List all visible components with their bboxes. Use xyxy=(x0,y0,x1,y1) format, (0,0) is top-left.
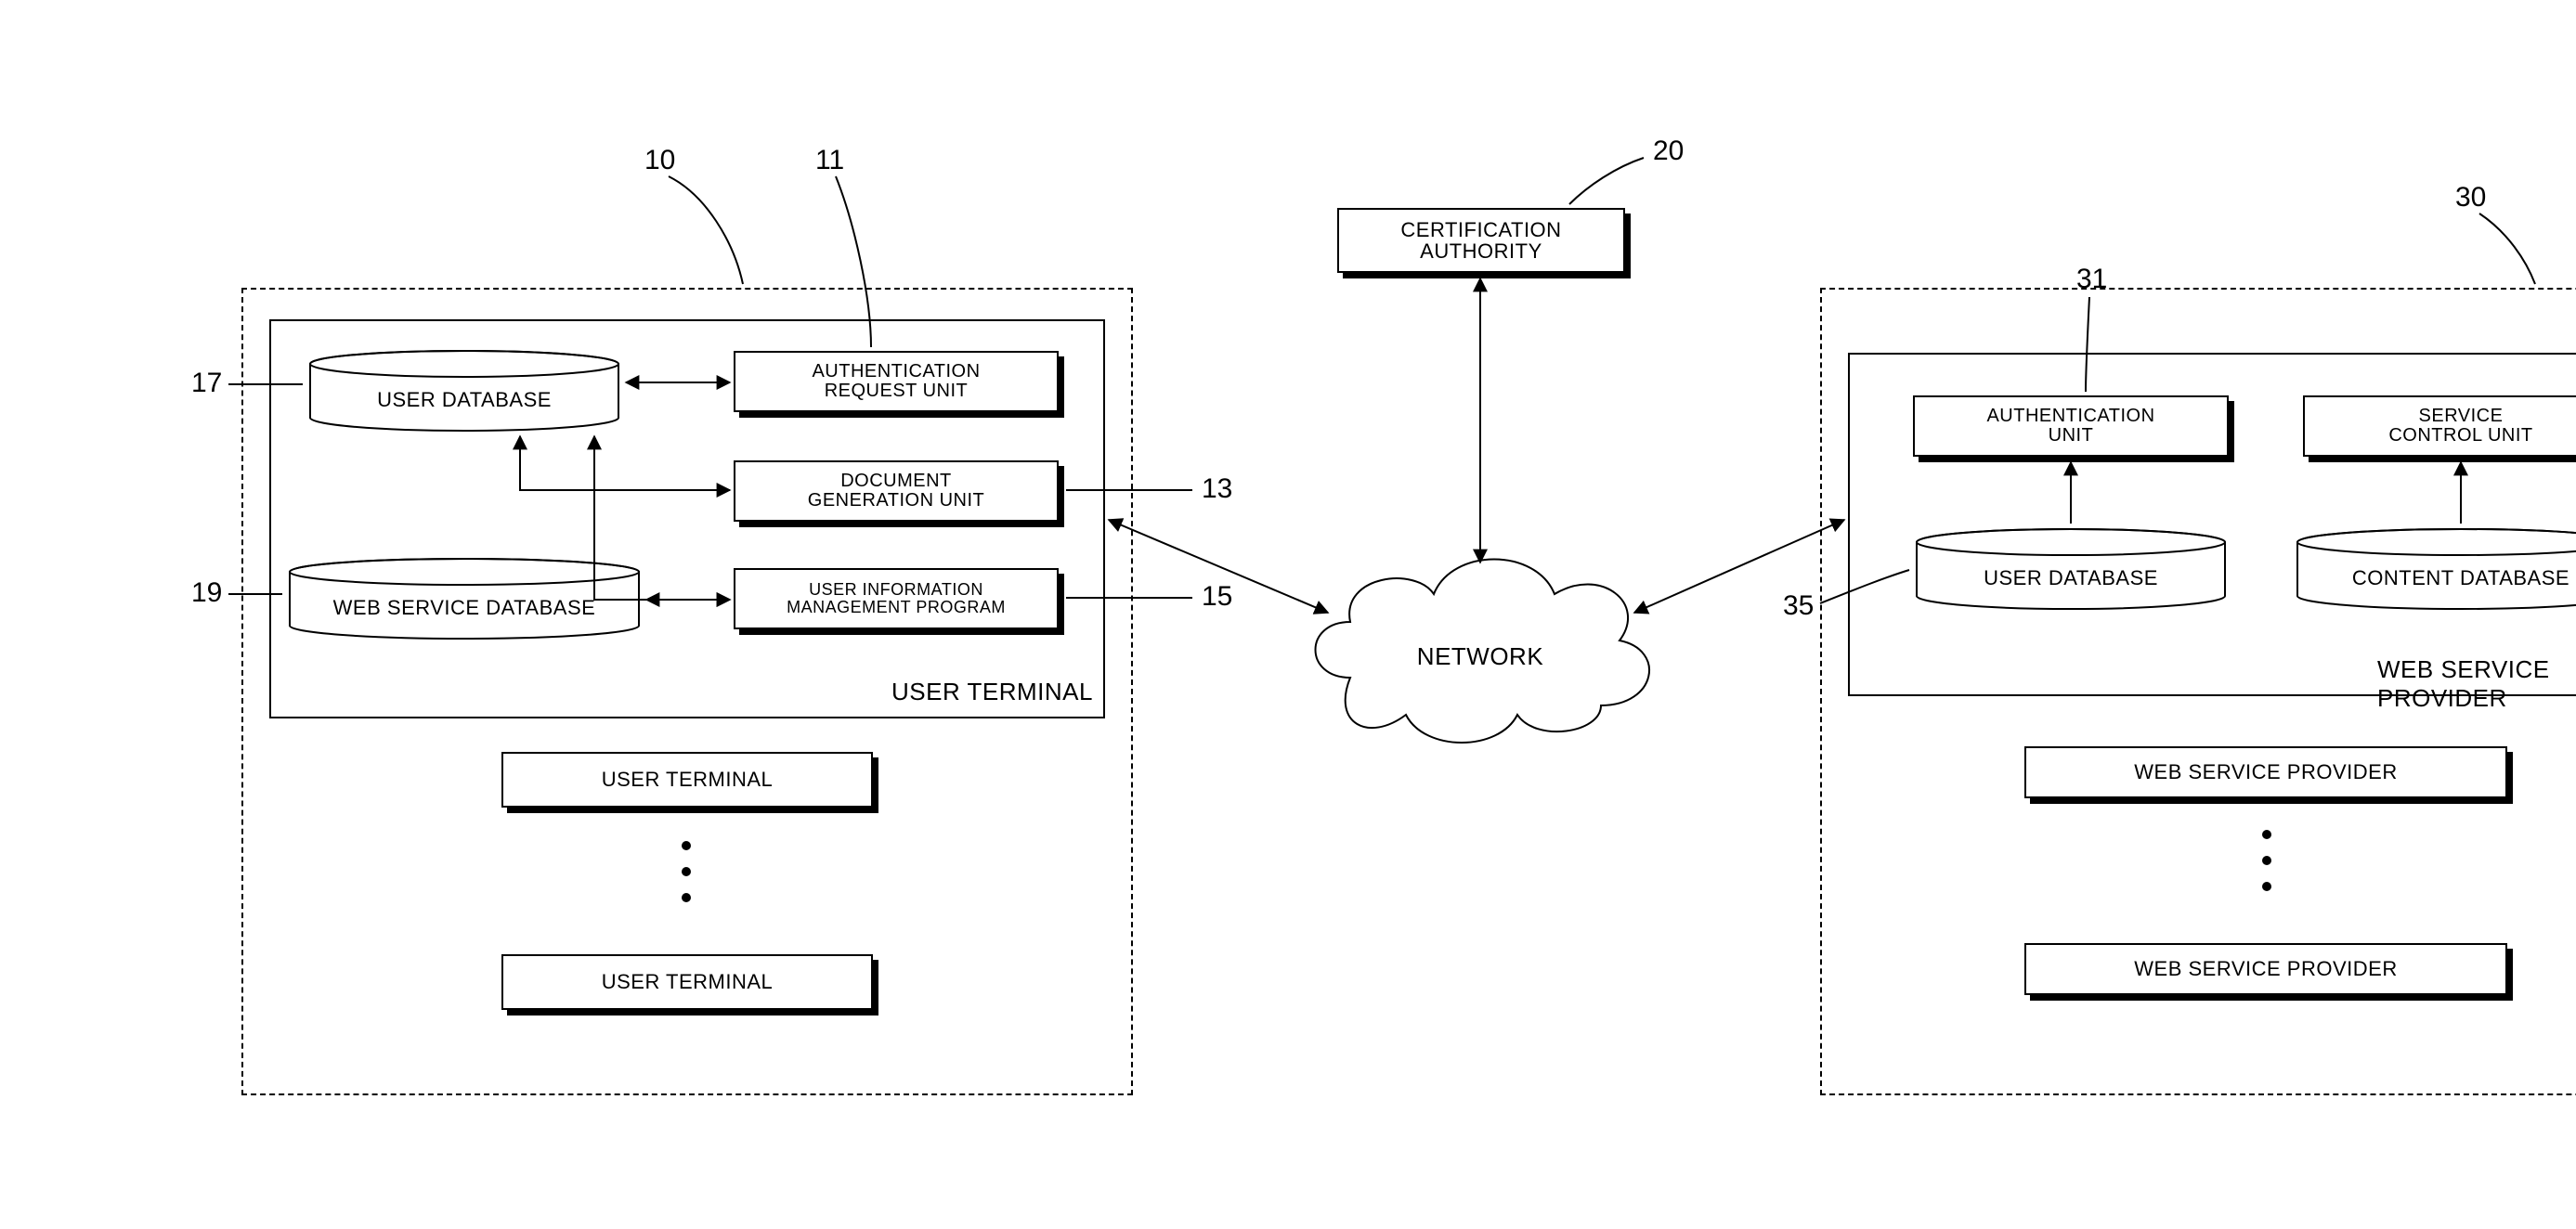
ref-20: 20 xyxy=(1653,136,1684,167)
diagram-canvas: USER DATABASE WEB SERVICE DATABASE AUTHE… xyxy=(0,0,2576,1229)
ref-19: 19 xyxy=(191,577,222,609)
ref-11: 11 xyxy=(815,145,844,176)
ref-31: 31 xyxy=(2076,264,2107,295)
ref-13: 13 xyxy=(1202,473,1232,505)
ref-15: 15 xyxy=(1202,581,1232,613)
ref-10: 10 xyxy=(644,145,675,176)
ref-30: 30 xyxy=(2455,182,2486,213)
ref-35: 35 xyxy=(1783,590,1814,622)
ref-17: 17 xyxy=(191,368,222,399)
connectors xyxy=(0,0,2576,1229)
